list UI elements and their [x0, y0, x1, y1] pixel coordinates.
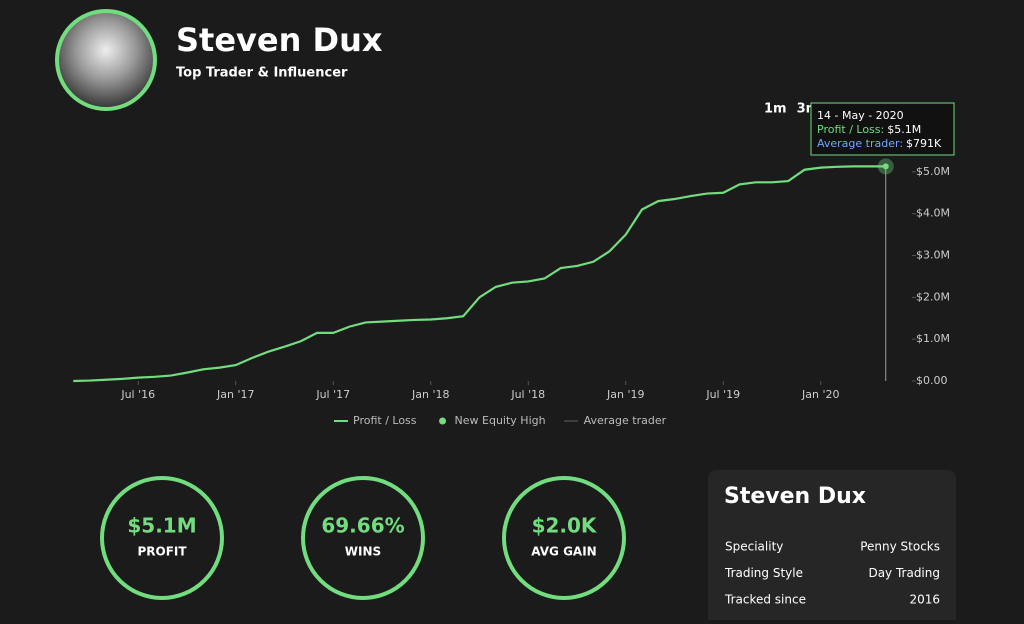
stat-value: $2.0K [532, 514, 598, 538]
stat-ring [100, 476, 224, 600]
card-title: Steven Dux [724, 484, 866, 509]
card-row-label: Speciality [725, 540, 783, 554]
card-row-value: Penny Stocks [860, 540, 940, 554]
tooltip [810, 102, 955, 156]
y-tick-label: $3.0M [916, 249, 950, 262]
x-tick-label: Jul '16 [120, 388, 155, 401]
tooltip-avg-value: $791K [906, 137, 942, 150]
stat-value: 69.66% [321, 514, 404, 538]
card-row-label: Trading Style [724, 566, 803, 580]
stat-label: AVG GAIN [531, 545, 596, 559]
hover-point-core [882, 163, 889, 170]
stat-ring [502, 476, 626, 600]
legend-label: Average trader [584, 414, 667, 427]
y-tick-label: $2.0M [916, 290, 950, 303]
equity-line [73, 165, 886, 383]
legend-label: Profit / Loss [353, 414, 417, 427]
x-tick-label: Jul '18 [510, 388, 545, 401]
x-tick-label: Jan '17 [216, 388, 254, 401]
tooltip-avg-label: Average trader: [817, 137, 903, 150]
profile-subtitle: Top Trader & Influencer [176, 66, 348, 81]
stat-value: $5.1M [127, 514, 196, 538]
y-tick-label: $1.0M [916, 332, 950, 345]
x-tick-label: Jul '17 [315, 388, 350, 401]
card-row-value: Day Trading [868, 566, 940, 580]
tooltip-pl-value: $5.1M [887, 123, 921, 136]
card-row-value: 2016 [909, 593, 940, 607]
stat-label: WINS [345, 545, 381, 559]
y-tick-label: $0.00 [916, 374, 948, 387]
y-tick-label: $5.0M [916, 165, 950, 178]
range-button[interactable]: 1m [764, 102, 787, 117]
x-tick-label: Jan '20 [801, 388, 839, 401]
legend-dot [439, 417, 447, 425]
legend-label: New Equity High [455, 414, 546, 427]
profile-name: Steven Dux [176, 21, 383, 59]
x-tick-label: Jan '18 [411, 388, 449, 401]
y-tick-label: $4.0M [916, 207, 950, 220]
stat-label: PROFIT [137, 545, 187, 559]
stat-ring [301, 476, 425, 600]
info-card [708, 470, 956, 624]
tooltip-date: 14 - May - 2020 [817, 109, 904, 122]
x-tick-label: Jul '19 [705, 388, 740, 401]
card-row-label: Tracked since [724, 593, 806, 607]
avatar [55, 9, 157, 111]
x-tick-label: Jan '19 [606, 388, 644, 401]
tooltip-pl-label: Profit / Loss: [817, 123, 884, 136]
